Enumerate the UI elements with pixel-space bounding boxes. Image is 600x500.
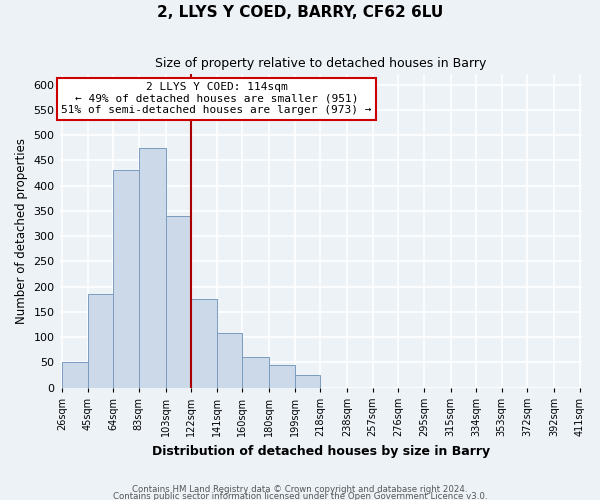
Text: Contains HM Land Registry data © Crown copyright and database right 2024.: Contains HM Land Registry data © Crown c… — [132, 486, 468, 494]
Bar — [113, 170, 139, 388]
Text: 2, LLYS Y COED, BARRY, CF62 6LU: 2, LLYS Y COED, BARRY, CF62 6LU — [157, 5, 443, 20]
Bar — [217, 333, 242, 388]
Bar — [269, 366, 295, 388]
Y-axis label: Number of detached properties: Number of detached properties — [15, 138, 28, 324]
Title: Size of property relative to detached houses in Barry: Size of property relative to detached ho… — [155, 58, 487, 70]
Bar — [242, 358, 269, 388]
Text: Contains public sector information licensed under the Open Government Licence v3: Contains public sector information licen… — [113, 492, 487, 500]
Bar — [166, 216, 191, 388]
Bar — [88, 294, 113, 388]
Text: 2 LLYS Y COED: 114sqm
← 49% of detached houses are smaller (951)
51% of semi-det: 2 LLYS Y COED: 114sqm ← 49% of detached … — [61, 82, 371, 116]
Bar — [295, 375, 320, 388]
X-axis label: Distribution of detached houses by size in Barry: Distribution of detached houses by size … — [152, 444, 490, 458]
Bar — [139, 148, 166, 388]
Bar — [191, 299, 217, 388]
Bar — [62, 362, 88, 388]
